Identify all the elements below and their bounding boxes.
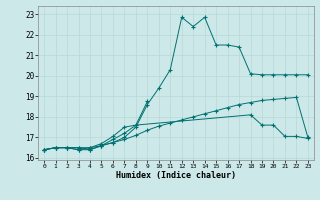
X-axis label: Humidex (Indice chaleur): Humidex (Indice chaleur) (116, 171, 236, 180)
